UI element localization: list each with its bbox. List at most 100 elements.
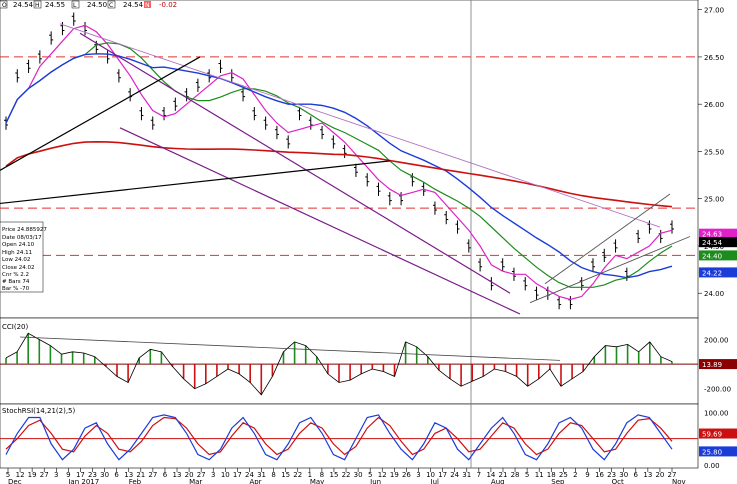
trendline-up [0,56,201,171]
price-right-tag-label: 24.63 [702,231,722,239]
info-line: Bar % -70 [2,286,30,292]
x-tick-label: 31 [462,471,471,479]
info-line: Price 24.885927 [2,227,47,233]
x-month-label: Jun [369,478,381,484]
x-tick-label: 9 [585,471,589,479]
x-tick-label: 24 [450,471,459,479]
stochrsi-y-tick-label: 0.00 [704,462,720,470]
channel-midline [59,23,661,228]
ma-red-line [5,140,673,208]
stochrsi-panel-frame [0,403,699,469]
x-tick-label: 19 [28,471,37,479]
info-line: High 24.11 [2,250,32,256]
price-right-tag [699,228,737,239]
price-right-tag [699,250,737,261]
stochrsi-signal-line [5,416,673,456]
x-tick-label: 11 [535,471,544,479]
x-tick-label: 23 [607,471,616,479]
stochrsi-right-tag-label: 59.69 [702,431,722,439]
x-tick-label: 31 [257,471,266,479]
x-month-label: Apr [249,478,261,484]
x-month-label: Nov [672,478,686,484]
x-month-label: Mar [189,478,202,484]
stochrsi-title: StochRSI(14,21(2),5) [2,407,75,415]
info-line: # Bars 74 [2,279,30,285]
x-tick-label: 18 [547,471,556,479]
info-line: Close 24.02 [2,265,34,271]
header-label-l: L [73,2,77,9]
x-tick-label: 3 [211,471,215,479]
info-line: Date 08/03/17 [2,235,42,241]
x-month-label: Jan 2017 [67,478,99,484]
x-tick-label: 6 [634,471,639,479]
x-tick-label: 20 [655,471,664,479]
x-tick-label: 9 [66,471,70,479]
stochrsi-panel: StochRSI(14,21(2),5) 100.00 0.00 59.69 25.80 [0,407,737,470]
cci-y-tick-label: 200.00 [704,336,729,344]
x-month-label: Jul [430,478,440,484]
ma-fast-line [5,24,673,301]
cci-trendline [19,336,561,361]
x-tick-label: 6 [114,471,119,479]
trendline-rising [529,236,691,304]
x-tick-label: 13 [173,471,182,479]
x-tick-label: 30 [354,471,363,479]
trendline-rising-upper [544,193,671,285]
cci-right-tag-label: 13.89 [702,361,722,369]
x-month-label: Sep [551,478,565,484]
x-tick-label: 27 [40,471,49,479]
x-tick-label: 6 [163,471,168,479]
price-y-tick-label: 26.00 [704,101,724,109]
price-panel-frame [0,0,699,319]
header-close: 24.54 [123,1,144,9]
price-right-tag [699,267,737,278]
x-tick-label: 17 [76,471,85,479]
x-tick-label: 13 [643,471,652,479]
stochrsi-right-tag [699,446,737,457]
x-tick-label: 21 [136,471,145,479]
cci-right-tag [699,359,737,370]
x-tick-label: 19 [390,471,399,479]
price-y-tick-label: 26.50 [704,54,724,62]
price-panel: 27.0026.5026.0025.5025.0024.5024.0024.63… [0,7,737,315]
stochrsi-line [5,414,673,461]
price-y-tick-label: 27.00 [704,7,724,15]
x-tick-label: 5 [525,471,529,479]
info-line: Low 24.02 [2,257,30,263]
x-tick-label: 8 [271,471,275,479]
x-tick-label: 3 [416,471,420,479]
x-tick-label: 27 [197,471,206,479]
x-tick-label: 12 [16,471,25,479]
header-open: 24.54 [13,1,34,9]
x-tick-label: 28 [511,471,520,479]
x-tick-label: 26 [402,471,411,479]
x-tick-label: 15 [281,471,290,479]
x-tick-label: 30 [619,471,628,479]
cci-line [5,332,673,396]
header-label-h: H [35,2,40,9]
info-line: Cnr % 2.2 [2,272,29,278]
x-tick-label: 27 [668,471,677,479]
header-change: -0.02 [159,1,177,9]
x-month-label: Feb [129,478,142,484]
stochrsi-right-tag [699,428,737,439]
cci-y-tick-label: -200.00 [704,386,731,394]
x-tick-label: 25 [559,471,568,479]
price-y-tick-label: 24.00 [704,290,724,298]
x-tick-label: 30 [100,471,109,479]
x-tick-label: 17 [438,471,447,479]
cci-panel-frame [0,317,699,405]
x-tick-label: 2 [573,471,577,479]
info-line: Open 24.10 [2,242,35,248]
header-label-o: O [2,2,7,9]
price-right-tag [699,237,737,248]
trendline-support [0,160,391,205]
x-tick-label: 5 [6,471,10,479]
x-month-label: Oct [612,478,624,484]
x-tick-label: 22 [342,471,351,479]
header-high: 24.55 [45,1,65,9]
price-right-tag-label: 24.22 [702,269,722,277]
stochrsi-right-tag-label: 25.80 [702,448,722,456]
price-right-tag-label: 24.40 [702,252,722,260]
